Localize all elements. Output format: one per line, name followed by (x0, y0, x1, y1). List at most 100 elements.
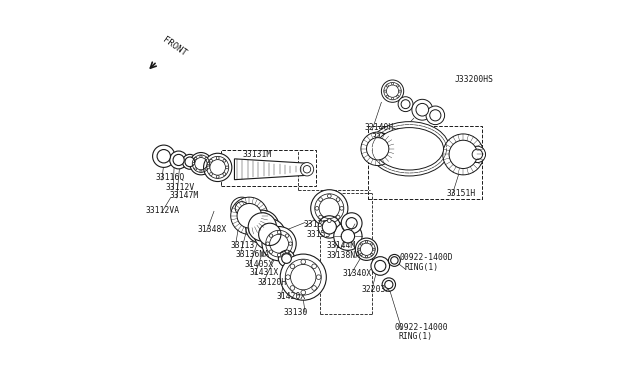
Text: 33138NA: 33138NA (326, 251, 361, 260)
Circle shape (365, 241, 367, 243)
Text: 32203X: 32203X (362, 285, 391, 294)
Circle shape (336, 215, 340, 219)
Circle shape (322, 220, 337, 234)
Text: 33133M: 33133M (303, 220, 333, 229)
Circle shape (205, 168, 207, 170)
Circle shape (226, 166, 228, 169)
Circle shape (386, 85, 388, 87)
Circle shape (200, 170, 202, 172)
Circle shape (231, 197, 253, 219)
Circle shape (152, 145, 175, 167)
Circle shape (277, 231, 281, 234)
Circle shape (312, 264, 316, 269)
Circle shape (388, 254, 401, 266)
Circle shape (412, 99, 433, 120)
Circle shape (200, 155, 202, 157)
Text: 31431X: 31431X (250, 268, 278, 277)
Text: 00922-14000: 00922-14000 (394, 323, 448, 332)
Circle shape (371, 243, 373, 245)
Circle shape (328, 194, 331, 198)
Circle shape (248, 213, 276, 241)
Text: 33130: 33130 (284, 308, 308, 317)
Text: 33153: 33153 (307, 230, 332, 239)
Circle shape (277, 253, 281, 257)
Circle shape (312, 286, 316, 290)
Circle shape (282, 254, 291, 263)
Circle shape (210, 173, 212, 176)
Circle shape (285, 234, 289, 237)
Circle shape (469, 146, 486, 163)
Circle shape (381, 80, 404, 102)
Circle shape (278, 250, 294, 267)
Text: 33131M: 33131M (243, 150, 272, 159)
Bar (221, 150, 316, 186)
Text: 33116Q: 33116Q (156, 173, 185, 182)
Circle shape (301, 290, 305, 295)
Circle shape (157, 150, 170, 163)
Circle shape (210, 159, 212, 162)
Circle shape (195, 168, 197, 170)
Circle shape (318, 216, 340, 238)
Text: 32140H: 32140H (365, 123, 394, 132)
Circle shape (319, 215, 323, 219)
Circle shape (237, 203, 262, 228)
Circle shape (269, 234, 273, 237)
Text: 32133X: 32133X (392, 128, 420, 137)
Circle shape (182, 154, 197, 169)
Circle shape (367, 138, 389, 160)
Circle shape (360, 253, 362, 256)
Text: FRONT: FRONT (161, 36, 188, 58)
Circle shape (285, 250, 289, 253)
Text: 33151: 33151 (405, 133, 429, 142)
Circle shape (390, 257, 398, 264)
Circle shape (384, 90, 386, 92)
Text: 31420X: 31420X (276, 292, 305, 301)
Circle shape (401, 100, 410, 109)
Text: 33144M: 33144M (326, 241, 356, 250)
Circle shape (266, 242, 269, 246)
Circle shape (316, 275, 321, 279)
Circle shape (373, 248, 375, 250)
Circle shape (173, 154, 184, 166)
Circle shape (449, 140, 477, 169)
Circle shape (334, 222, 362, 250)
Text: 31348X: 31348X (198, 225, 227, 234)
Circle shape (170, 151, 188, 169)
Circle shape (392, 83, 394, 85)
Circle shape (205, 157, 207, 160)
Text: 31405X: 31405X (244, 260, 273, 269)
Circle shape (355, 238, 378, 260)
Circle shape (443, 134, 484, 175)
Circle shape (472, 149, 483, 160)
Circle shape (328, 219, 331, 222)
Polygon shape (234, 159, 309, 180)
Text: 32140M: 32140M (371, 133, 401, 142)
Circle shape (207, 166, 210, 169)
Circle shape (254, 219, 285, 250)
Circle shape (235, 202, 248, 215)
Circle shape (223, 173, 226, 176)
Circle shape (365, 256, 367, 258)
Text: RING(1): RING(1) (404, 263, 438, 272)
Circle shape (385, 280, 393, 289)
Text: 33120H: 33120H (258, 278, 287, 287)
Circle shape (340, 206, 344, 210)
Circle shape (429, 110, 441, 121)
Circle shape (246, 210, 279, 244)
Circle shape (371, 253, 373, 256)
Circle shape (185, 157, 195, 167)
Circle shape (398, 97, 413, 112)
Circle shape (301, 260, 305, 264)
Circle shape (360, 243, 362, 245)
Circle shape (216, 157, 219, 160)
Circle shape (290, 264, 295, 269)
Circle shape (262, 227, 296, 261)
Text: 32133X: 32133X (452, 152, 481, 161)
Circle shape (341, 230, 355, 243)
Circle shape (193, 163, 195, 165)
Circle shape (426, 106, 445, 125)
Text: RING(1): RING(1) (399, 333, 433, 341)
Circle shape (207, 163, 209, 165)
Circle shape (310, 190, 348, 227)
Circle shape (190, 153, 212, 175)
